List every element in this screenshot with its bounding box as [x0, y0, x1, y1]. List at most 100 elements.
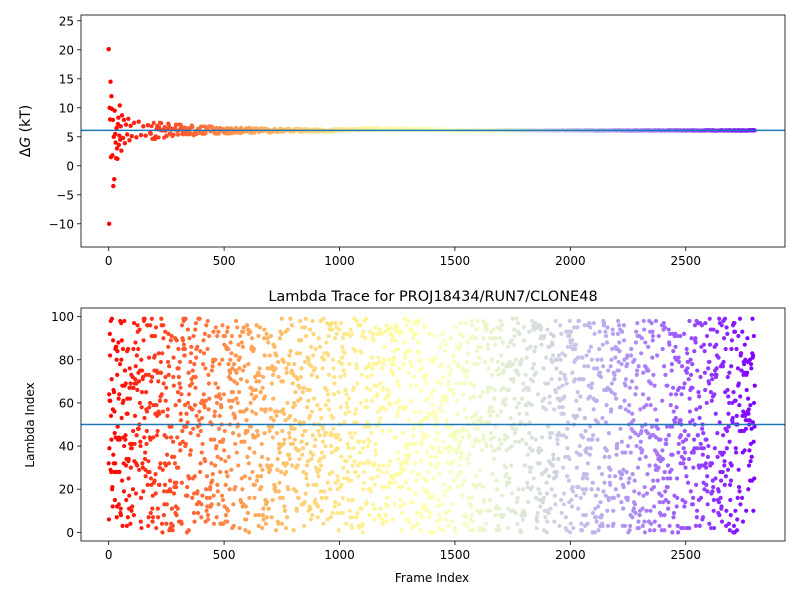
- lambda-point: [665, 463, 671, 468]
- lambda-point: [708, 390, 714, 395]
- lambda-point: [309, 364, 314, 369]
- lambda-point: [107, 392, 112, 397]
- lambda-point: [163, 374, 168, 380]
- lambda-point: [346, 396, 352, 401]
- lambda-point: [351, 446, 356, 451]
- lambda-point: [495, 359, 500, 365]
- delta-g-point: [126, 116, 131, 122]
- lambda-point: [428, 411, 433, 416]
- lambda-point: [341, 465, 346, 470]
- lambda-point: [638, 407, 643, 412]
- lambda-point: [377, 420, 382, 425]
- lambda-point: [651, 478, 656, 483]
- lambda-point: [375, 474, 380, 479]
- lambda-point: [346, 446, 351, 451]
- x-tick-label: 500: [213, 254, 236, 268]
- x-tick-label: 0: [105, 254, 113, 268]
- lambda-point: [297, 456, 302, 462]
- lambda-point: [159, 316, 164, 321]
- lambda-point: [632, 502, 638, 507]
- lambda-point: [417, 420, 422, 425]
- lambda-point: [706, 443, 711, 449]
- lambda-point: [712, 392, 717, 397]
- lambda-point: [539, 472, 545, 477]
- lambda-point: [139, 525, 144, 531]
- lambda-point: [688, 489, 693, 494]
- lambda-point: [539, 342, 544, 347]
- lambda-point: [582, 364, 587, 369]
- lambda-y-axis-label: Lambda Index: [23, 382, 37, 467]
- lambda-point: [131, 321, 137, 326]
- lambda-point: [298, 374, 303, 380]
- lambda-point: [270, 435, 275, 440]
- lambda-point: [321, 357, 326, 362]
- lambda-point: [454, 450, 459, 455]
- lambda-point: [339, 454, 344, 459]
- lambda-point: [218, 396, 223, 401]
- lambda-point: [628, 353, 634, 358]
- delta-g-point: [203, 131, 208, 136]
- lambda-point: [408, 359, 413, 365]
- lambda-point: [459, 450, 464, 455]
- lambda-point: [209, 502, 214, 507]
- lambda-point: [250, 409, 255, 414]
- lambda-point: [157, 482, 162, 488]
- lambda-point: [528, 469, 533, 475]
- lambda-point: [306, 357, 311, 362]
- lambda-point: [178, 418, 184, 423]
- lambda-point: [572, 377, 578, 382]
- lambda-point: [204, 474, 210, 479]
- lambda-point: [273, 528, 279, 533]
- lambda-point: [396, 409, 401, 414]
- lambda-point: [123, 463, 129, 468]
- lambda-point: [738, 394, 743, 399]
- lambda-point: [201, 392, 206, 397]
- lambda-point: [641, 318, 646, 324]
- lambda-point: [632, 478, 637, 483]
- lambda-point: [210, 472, 215, 477]
- lambda-point: [133, 340, 138, 345]
- lambda-point: [535, 510, 540, 516]
- lambda-point: [555, 441, 560, 447]
- lambda-point: [191, 426, 196, 431]
- lambda-point: [721, 336, 727, 341]
- lambda-point: [294, 508, 299, 513]
- lambda-point: [384, 519, 389, 524]
- lambda-point: [411, 426, 416, 431]
- lambda-point: [189, 351, 194, 356]
- lambda-point: [209, 461, 214, 466]
- lambda-point: [613, 474, 618, 479]
- lambda-point: [461, 392, 466, 397]
- lambda-point: [692, 446, 697, 451]
- lambda-point: [402, 502, 407, 507]
- lambda-point: [253, 387, 258, 393]
- lambda-point: [371, 338, 376, 343]
- lambda-point: [634, 368, 640, 373]
- lambda-point: [275, 467, 280, 472]
- lambda-point: [470, 528, 476, 533]
- lambda-point: [522, 513, 527, 518]
- lambda-point: [359, 351, 364, 356]
- lambda-point: [361, 446, 366, 451]
- lambda-point: [308, 327, 313, 332]
- lambda-point: [489, 357, 495, 362]
- lambda-point: [564, 435, 569, 440]
- x-tick-label: 500: [213, 548, 236, 562]
- lambda-point: [578, 495, 583, 500]
- lambda-point: [479, 508, 484, 513]
- lambda-point: [707, 316, 712, 321]
- lambda-point: [289, 426, 294, 431]
- lambda-point: [223, 513, 229, 518]
- lambda-point: [684, 370, 690, 375]
- lambda-point: [252, 450, 257, 455]
- lambda-point: [704, 437, 709, 442]
- lambda-point: [186, 528, 191, 533]
- lambda-point: [689, 336, 694, 341]
- lambda-point: [751, 353, 756, 358]
- lambda-point: [355, 381, 360, 386]
- lambda-point: [449, 446, 455, 451]
- lambda-point: [490, 409, 495, 414]
- lambda-point: [488, 413, 493, 418]
- lambda-point: [458, 439, 463, 444]
